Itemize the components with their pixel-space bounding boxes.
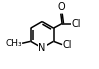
Text: O: O	[58, 2, 65, 12]
Text: Cl: Cl	[72, 18, 81, 28]
Text: CH₃: CH₃	[5, 39, 22, 48]
Text: N: N	[38, 43, 46, 53]
Text: Cl: Cl	[63, 40, 72, 50]
